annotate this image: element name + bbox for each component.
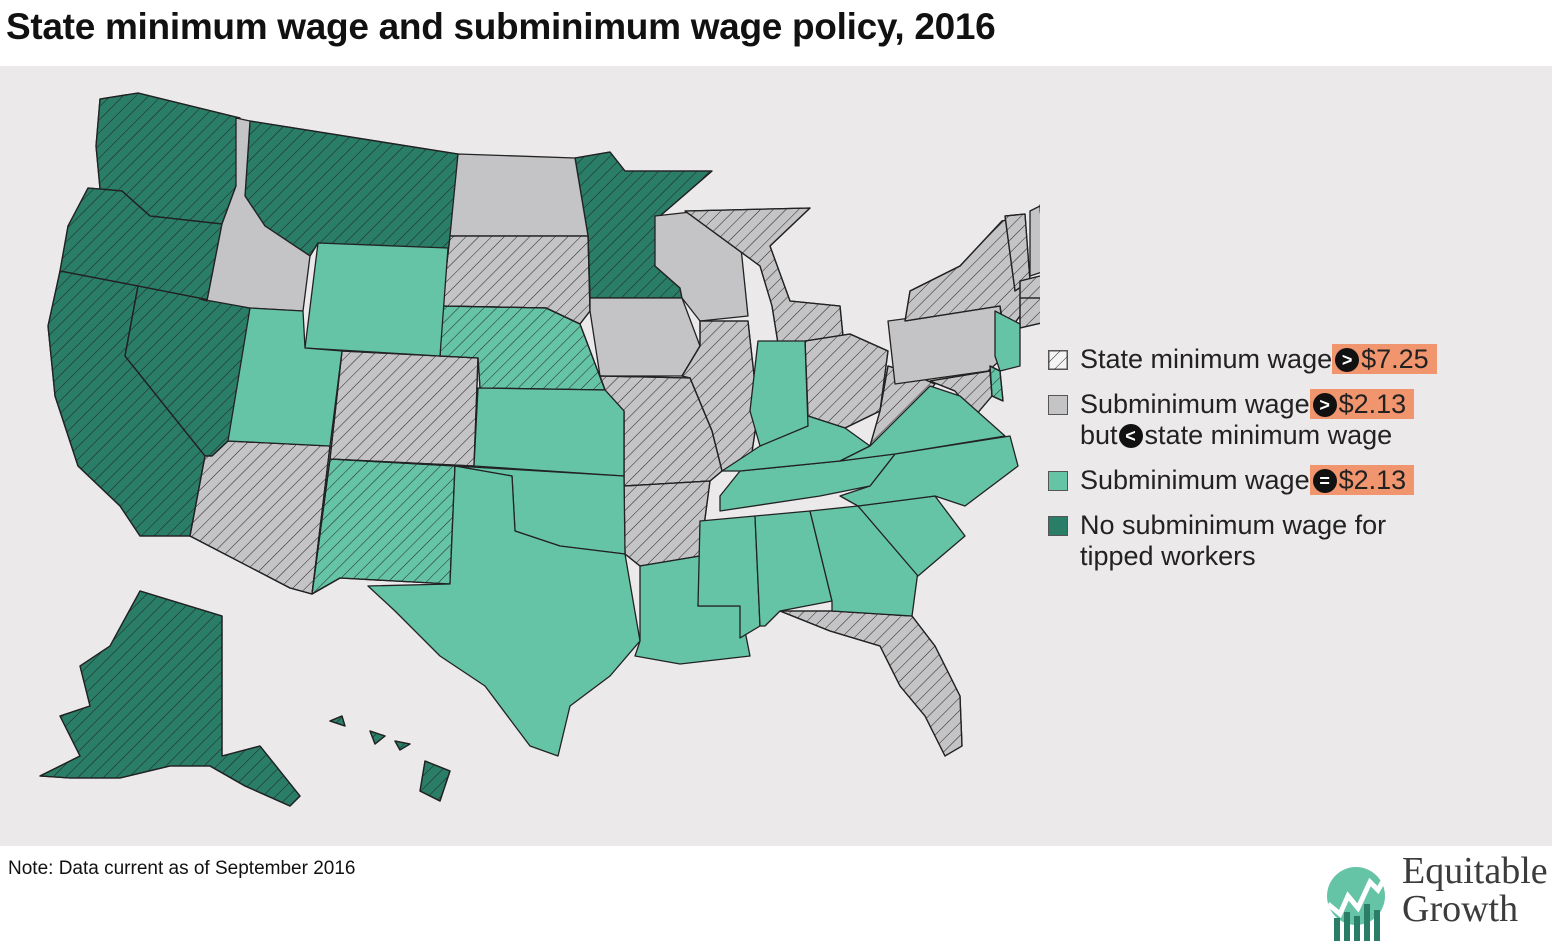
legend-amount: $7.25 bbox=[1361, 344, 1429, 374]
legend-label: Subminimum wage bbox=[1080, 465, 1310, 495]
legend-label: Subminimum wage bbox=[1080, 389, 1310, 419]
legend-item-subminimum-above: Subminimum wage > $2.13 but < state minimum … bbox=[1048, 389, 1437, 451]
state-new-hampshire bbox=[1029, 205, 1040, 277]
greater-than-icon: > bbox=[1335, 348, 1360, 372]
state-virginia bbox=[839, 385, 1006, 462]
state-hatch-new-mexico bbox=[311, 458, 456, 595]
us-state-map bbox=[39, 92, 1040, 807]
legend-highlight: = $2.13 bbox=[1309, 465, 1415, 495]
gray-swatch bbox=[1048, 395, 1068, 415]
legend-item-no-subminimum: No subminimum wage for tipped workers bbox=[1048, 510, 1437, 572]
legend-label-line2: but bbox=[1080, 420, 1118, 450]
legend: State minimum wage > $7.25 Subminimum wage… bbox=[1048, 344, 1437, 586]
state-hatch-ohio bbox=[804, 333, 889, 429]
state-north-dakota bbox=[449, 153, 589, 237]
state-hatch-colorado bbox=[329, 350, 479, 467]
state-utah bbox=[227, 307, 343, 447]
legend-amount: $2.13 bbox=[1338, 465, 1407, 495]
less-than-icon: < bbox=[1118, 424, 1143, 448]
hatch-swatch bbox=[1048, 350, 1068, 370]
state-texas bbox=[367, 465, 641, 757]
state-hatch-maryland bbox=[929, 370, 993, 417]
state-hatch-alaska bbox=[39, 590, 301, 807]
legend-label-line2-rest: state minimum wage bbox=[1144, 420, 1393, 450]
legend-item-subminimum-equal: Subminimum wage = $2.13 bbox=[1048, 465, 1437, 496]
state-hatch-hawaii bbox=[329, 715, 451, 802]
logo-line1: Equitable bbox=[1402, 850, 1548, 892]
state-kansas bbox=[473, 387, 625, 477]
footnote: Note: Data current as of September 2016 bbox=[8, 858, 356, 879]
state-hatch-arkansas bbox=[623, 480, 711, 567]
dark-green-swatch bbox=[1048, 516, 1068, 536]
legend-highlight: > $7.25 bbox=[1332, 344, 1437, 374]
legend-amount: $2.13 bbox=[1338, 389, 1407, 419]
legend-label: No subminimum wage for bbox=[1080, 510, 1387, 540]
equals-icon: = bbox=[1312, 469, 1337, 493]
legend-label: State minimum wage bbox=[1080, 344, 1333, 374]
legend-label-line2: tipped workers bbox=[1080, 541, 1256, 571]
state-wyoming bbox=[304, 242, 449, 357]
state-hatch-arizona bbox=[189, 440, 331, 595]
state-hatch-delaware bbox=[989, 365, 1004, 402]
legend-highlight: > $2.13 bbox=[1309, 389, 1415, 419]
state-hatch-connecticut bbox=[1019, 297, 1040, 329]
logo-line2: Growth bbox=[1402, 888, 1519, 930]
state-new-jersey bbox=[994, 310, 1021, 372]
equitable-growth-logo-icon bbox=[1326, 867, 1389, 941]
chart-title: State minimum wage and subminimum wage p… bbox=[6, 6, 996, 47]
state-hatch-massachusetts bbox=[1019, 275, 1040, 301]
state-indiana bbox=[749, 340, 809, 447]
light-green-swatch bbox=[1048, 471, 1068, 491]
state-iowa bbox=[589, 297, 701, 377]
logo-wordmark: Equitable Growth bbox=[1402, 852, 1548, 928]
greater-than-icon: > bbox=[1312, 393, 1337, 417]
legend-item-state-minimum: State minimum wage > $7.25 bbox=[1048, 344, 1437, 375]
state-hatch-florida bbox=[779, 610, 963, 757]
